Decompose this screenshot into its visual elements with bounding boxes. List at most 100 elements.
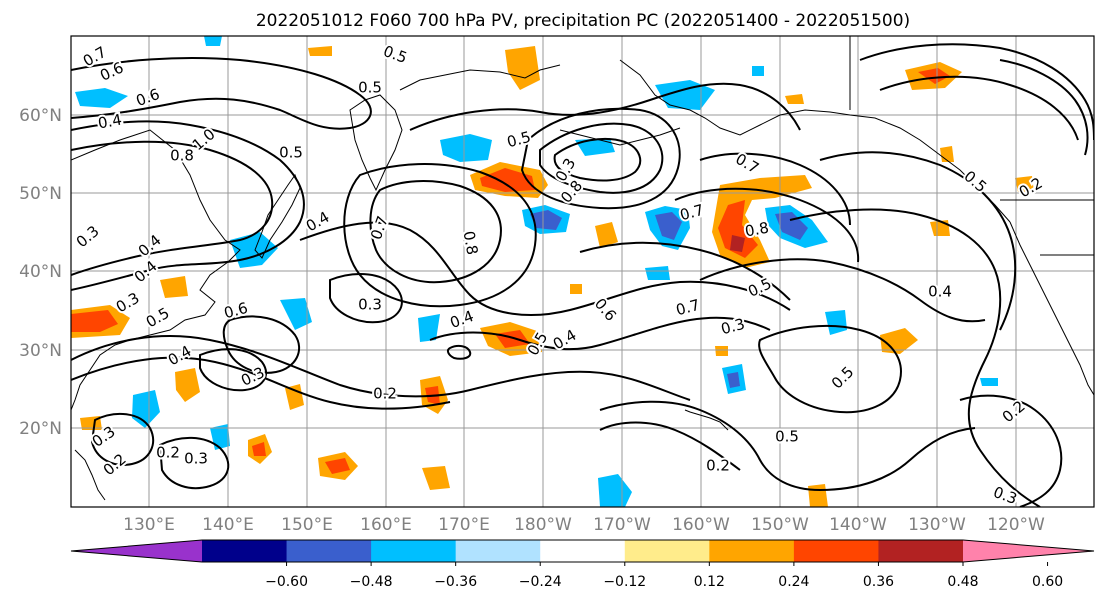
contour-label: 0.3: [184, 450, 208, 468]
pv-contour: [699, 258, 986, 323]
pv-contour: [329, 273, 403, 324]
precip-area: [715, 346, 728, 356]
pv-contours: [71, 43, 1094, 507]
lat-label: 30°N: [19, 341, 62, 361]
precip-area: [980, 378, 998, 386]
colorbar-segments: [71, 540, 1094, 562]
precip-area: [440, 134, 492, 162]
coastline-siberia: [399, 64, 561, 91]
pv-contour: [879, 75, 1079, 141]
precip-area: [175, 368, 200, 402]
colorbar-ticks: −0.60 −0.48 −0.36 −0.24 −0.12 0.12 0.24 0.36 0.4…: [265, 562, 1063, 590]
pv-contour: [71, 356, 451, 410]
coastline-north-america: [1009, 221, 1094, 396]
precip-area: [808, 484, 828, 507]
colorbar-outline: [70, 539, 1095, 563]
pv-contour: [446, 344, 472, 360]
coastlines: [71, 36, 1094, 501]
colorbar-tick-label: −0.24: [519, 574, 562, 590]
lon-label: 170°W: [593, 515, 651, 535]
pv-contour: [343, 163, 537, 308]
contour-label: 0.2: [373, 385, 397, 403]
lon-label: 160°E: [360, 515, 412, 535]
colorbar-tick-label: 0.60: [1032, 574, 1063, 590]
precip-area: [1015, 176, 1034, 192]
pv-contour: [71, 120, 305, 291]
colorbar-segment: [371, 540, 457, 562]
precip-area: [325, 458, 350, 474]
map-frame: [70, 35, 1095, 508]
contour-label: 0.8: [170, 147, 194, 165]
lon-label: 140°E: [202, 515, 254, 535]
colorbar-segment: [793, 540, 879, 562]
pv-contour: [369, 180, 502, 284]
precip-area: [308, 46, 332, 56]
lon-label: 160°W: [672, 515, 730, 535]
colorbar-tick-label: −0.36: [434, 574, 477, 590]
precip-area: [918, 68, 950, 84]
pv-contour: [674, 187, 860, 263]
precip-area: [655, 80, 715, 110]
pv-contour: [539, 122, 664, 194]
precip-area: [595, 222, 618, 248]
precip-area: [285, 384, 304, 410]
colorbar-segment: [878, 540, 964, 562]
pv-contour: [579, 241, 791, 301]
lat-label: 40°N: [19, 262, 62, 282]
lon-label: 170°E: [438, 515, 490, 535]
lon-label: 120°W: [987, 515, 1045, 535]
coastline-hawaii: [684, 409, 729, 431]
colorbar-tick-label: −0.48: [350, 574, 393, 590]
pv-contour: [758, 324, 902, 414]
lon-label: 180°W: [514, 515, 572, 535]
pv-contour: [599, 421, 741, 471]
pv-contour: [90, 412, 155, 466]
precip-area: [785, 94, 804, 104]
colorbar-tick-label: 0.12: [694, 574, 725, 590]
lon-label: 140°W: [829, 515, 887, 535]
pv-contour: [71, 57, 372, 130]
precip-area: [655, 212, 682, 240]
lat-label: 50°N: [19, 184, 62, 204]
colorbar-segment: [540, 540, 626, 562]
pv-contour: [999, 59, 1089, 156]
colorbar: −0.60 −0.48 −0.36 −0.24 −0.12 0.12 0.24 0.36 0.4…: [70, 539, 1095, 590]
precip-area: [480, 168, 535, 192]
lon-label: 130°W: [908, 515, 966, 535]
precip-area: [880, 328, 918, 354]
coastline-philippines: [74, 449, 106, 501]
precip-area: [575, 138, 615, 156]
colorbar-extend-max: [963, 540, 1094, 562]
precip-area: [598, 474, 632, 507]
coastline-asia: [71, 129, 241, 411]
precip-area: [495, 330, 530, 348]
lon-label: 150°E: [281, 515, 333, 535]
precip-area: [775, 212, 808, 240]
precip-area: [752, 66, 764, 76]
colorbar-tick-label: −0.60: [265, 574, 308, 590]
contour-label: 0.2: [706, 457, 730, 475]
contour-label: 0.3: [358, 296, 382, 314]
pv-contour: [299, 221, 791, 316]
colorbar-tick-label: −0.12: [603, 574, 646, 590]
precip-area: [940, 146, 954, 162]
lon-label: 150°W: [751, 515, 809, 535]
contour-label: 0.5: [358, 79, 382, 97]
pv-contour: [699, 152, 851, 226]
precip-area: [422, 466, 450, 490]
pv-contour: [859, 43, 1094, 141]
lon-label: 130°E: [123, 515, 175, 535]
pv-contour: [819, 151, 1017, 331]
colorbar-segment: [624, 540, 710, 562]
precip-area: [418, 314, 440, 342]
longitude-axis: 130°E 140°E 150°E 160°E 170°E 180°W 170°…: [123, 515, 1045, 535]
pv-contour: [71, 335, 691, 401]
coastline-kamchatka: [349, 94, 403, 192]
precipitation-shading: [71, 36, 1034, 507]
colorbar-tick-label: 0.48: [947, 574, 978, 590]
colorbar-segment: [286, 540, 372, 562]
border-canada-us: [849, 36, 1094, 256]
contour-label: 0.5: [279, 144, 303, 162]
pv-contour: [789, 208, 1041, 507]
